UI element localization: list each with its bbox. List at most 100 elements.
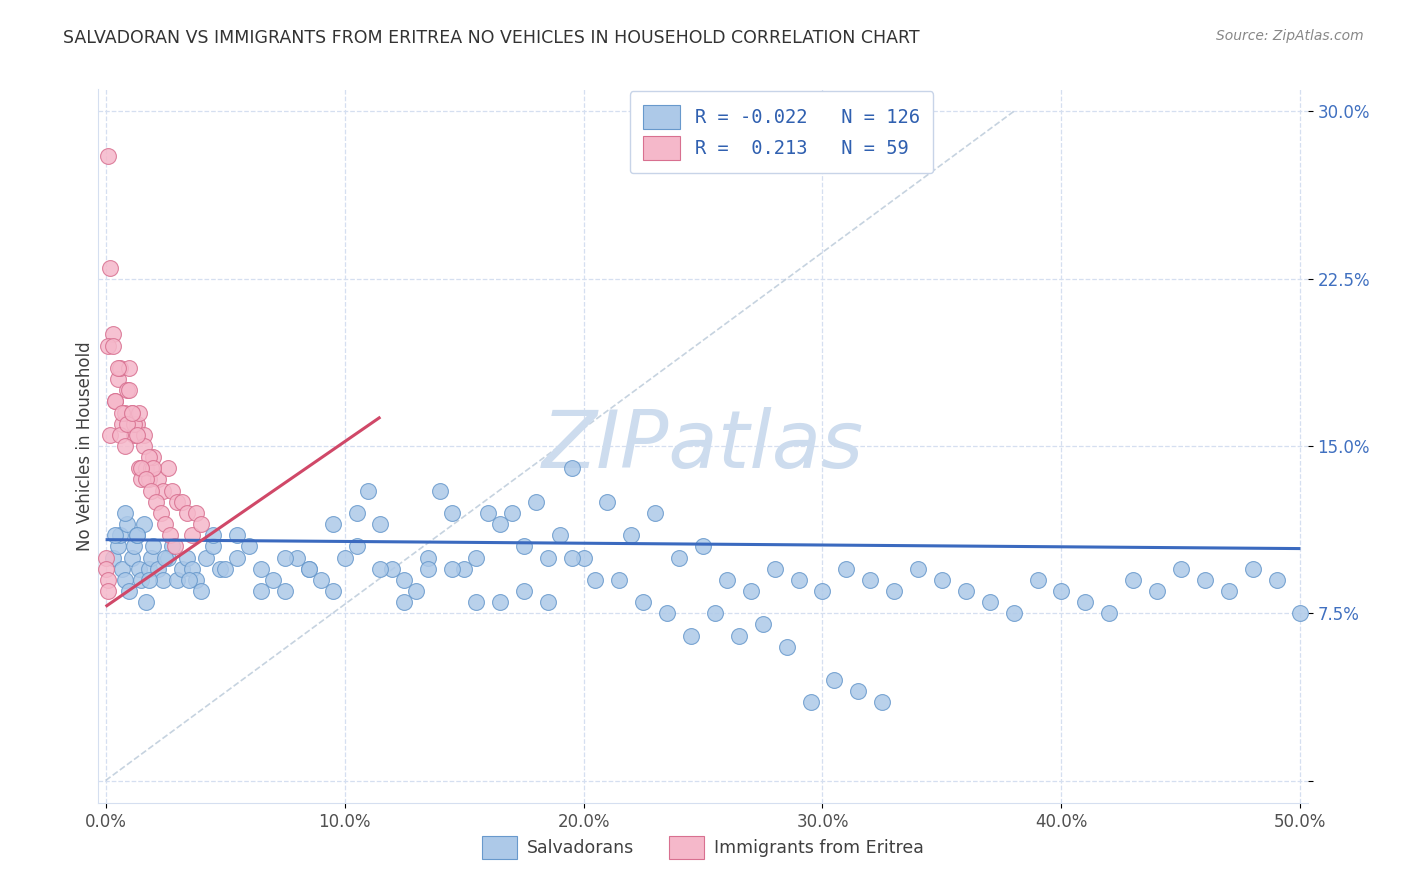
- Point: [132, 439, 155, 453]
- Point: [226, 528, 249, 542]
- Point: [633, 595, 655, 609]
- Point: [142, 450, 165, 464]
- Point: [194, 550, 217, 565]
- Point: [322, 516, 344, 531]
- Point: [101, 550, 124, 565]
- Point: [823, 673, 845, 687]
- Point: [226, 550, 249, 565]
- Point: [274, 550, 297, 565]
- Point: [114, 405, 136, 419]
- Point: [138, 450, 160, 464]
- Point: [152, 573, 174, 587]
- Point: [429, 483, 451, 498]
- Point: [108, 360, 131, 375]
- Point: [787, 573, 810, 587]
- Point: [122, 417, 145, 431]
- Point: [138, 472, 160, 486]
- Point: [135, 461, 157, 475]
- Point: [322, 583, 344, 598]
- Point: [907, 562, 929, 576]
- Point: [453, 562, 475, 576]
- Point: [202, 528, 225, 542]
- Point: [125, 427, 148, 442]
- Point: [111, 405, 134, 419]
- Point: [418, 550, 440, 565]
- Point: [381, 562, 404, 576]
- Point: [548, 528, 571, 542]
- Point: [477, 506, 499, 520]
- Point: [131, 573, 153, 587]
- Point: [465, 550, 488, 565]
- Point: [107, 360, 129, 375]
- Point: [703, 607, 725, 621]
- Point: [309, 573, 332, 587]
- Point: [104, 394, 127, 409]
- Point: [763, 562, 786, 576]
- Point: [118, 360, 141, 375]
- Point: [524, 494, 547, 508]
- Point: [1241, 562, 1264, 576]
- Text: Source: ZipAtlas.com: Source: ZipAtlas.com: [1216, 29, 1364, 43]
- Point: [125, 417, 148, 431]
- Point: [202, 539, 225, 553]
- Point: [859, 573, 882, 587]
- Point: [156, 461, 179, 475]
- Point: [104, 394, 127, 409]
- Point: [1002, 607, 1025, 621]
- Point: [97, 573, 120, 587]
- Point: [357, 483, 380, 498]
- Point: [537, 595, 560, 609]
- Point: [132, 427, 155, 442]
- Point: [155, 550, 177, 565]
- Point: [118, 583, 141, 598]
- Point: [370, 516, 392, 531]
- Point: [98, 427, 121, 442]
- Point: [118, 384, 141, 398]
- Point: [97, 583, 120, 598]
- Point: [1026, 573, 1049, 587]
- Point: [115, 516, 138, 531]
- Point: [156, 550, 179, 565]
- Point: [620, 528, 643, 542]
- Point: [799, 696, 821, 710]
- Point: [139, 461, 162, 475]
- Point: [346, 506, 368, 520]
- Point: [811, 583, 834, 598]
- Point: [955, 583, 977, 598]
- Point: [94, 550, 117, 565]
- Point: [132, 516, 155, 531]
- Point: [465, 595, 488, 609]
- Point: [394, 573, 416, 587]
- Point: [155, 516, 177, 531]
- Point: [190, 516, 212, 531]
- Point: [176, 550, 198, 565]
- Point: [114, 573, 136, 587]
- Point: [441, 506, 464, 520]
- Point: [1122, 573, 1144, 587]
- Point: [131, 461, 153, 475]
- Point: [98, 260, 121, 275]
- Point: [716, 573, 738, 587]
- Point: [596, 494, 619, 508]
- Point: [101, 338, 124, 352]
- Point: [139, 550, 162, 565]
- Point: [135, 472, 157, 486]
- Point: [142, 539, 165, 553]
- Point: [513, 539, 536, 553]
- Text: SALVADORAN VS IMMIGRANTS FROM ERITREA NO VEHICLES IN HOUSEHOLD CORRELATION CHART: SALVADORAN VS IMMIGRANTS FROM ERITREA NO…: [63, 29, 920, 46]
- Point: [561, 461, 583, 475]
- Legend: Salvadorans, Immigrants from Eritrea: Salvadorans, Immigrants from Eritrea: [475, 830, 931, 865]
- Point: [1218, 583, 1240, 598]
- Point: [104, 528, 127, 542]
- Point: [979, 595, 1001, 609]
- Point: [775, 640, 797, 654]
- Point: [121, 405, 143, 419]
- Point: [122, 427, 145, 442]
- Point: [121, 550, 143, 565]
- Point: [128, 562, 150, 576]
- Point: [138, 573, 160, 587]
- Point: [114, 439, 136, 453]
- Point: [585, 573, 607, 587]
- Point: [489, 516, 512, 531]
- Point: [108, 427, 131, 442]
